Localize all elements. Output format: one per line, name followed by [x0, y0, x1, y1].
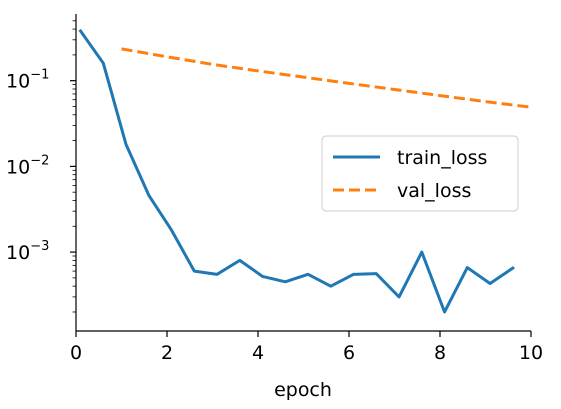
y-axis-ticks: 10−1 10−2 10−3 — [6, 20, 76, 313]
series-line-val-loss — [121, 47, 531, 109]
x-tick-label: 2 — [161, 342, 173, 364]
legend-label-val-loss: val_loss — [397, 180, 471, 202]
y-tick-label: 10−3 — [6, 239, 49, 264]
x-axis-label: epoch — [274, 379, 332, 401]
legend-box — [321, 135, 519, 212]
plot-area — [78, 28, 531, 314]
x-tick-label: 0 — [70, 342, 82, 364]
x-axis-ticks: 0 2 4 6 8 10 — [70, 331, 543, 364]
x-tick-label: 6 — [343, 342, 355, 364]
y-tick-label: 10−2 — [6, 153, 49, 178]
legend: train_loss val_loss — [321, 135, 519, 212]
x-tick-label: 10 — [519, 342, 543, 364]
series-line-train-loss — [78, 28, 515, 314]
x-tick-label: 8 — [434, 342, 446, 364]
x-tick-label: 4 — [252, 342, 264, 364]
legend-label-train-loss: train_loss — [397, 147, 487, 169]
y-tick-label: 10−1 — [6, 68, 49, 93]
